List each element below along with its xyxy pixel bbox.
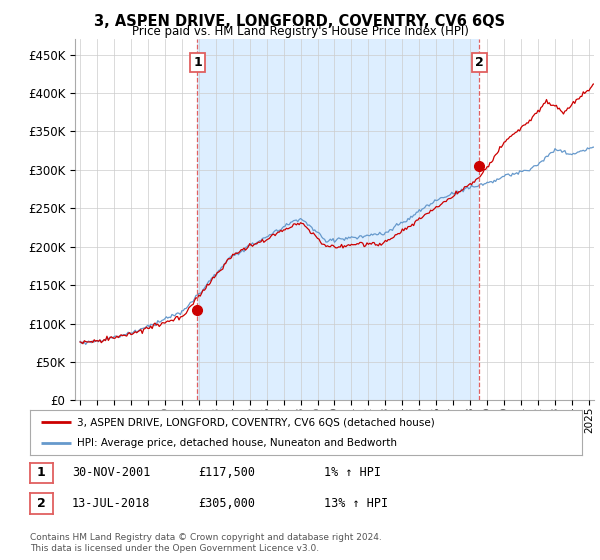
Text: HPI: Average price, detached house, Nuneaton and Bedworth: HPI: Average price, detached house, Nune… <box>77 437 397 447</box>
Text: 1% ↑ HPI: 1% ↑ HPI <box>324 466 381 479</box>
Text: 13% ↑ HPI: 13% ↑ HPI <box>324 497 388 510</box>
Text: 2: 2 <box>37 497 46 510</box>
Text: £305,000: £305,000 <box>198 497 255 510</box>
Text: 2: 2 <box>475 56 484 69</box>
Text: Contains HM Land Registry data © Crown copyright and database right 2024.
This d: Contains HM Land Registry data © Crown c… <box>30 533 382 553</box>
Text: 3, ASPEN DRIVE, LONGFORD, COVENTRY, CV6 6QS (detached house): 3, ASPEN DRIVE, LONGFORD, COVENTRY, CV6 … <box>77 417 434 427</box>
Text: 30-NOV-2001: 30-NOV-2001 <box>72 466 151 479</box>
Text: 1: 1 <box>193 56 202 69</box>
Text: 3, ASPEN DRIVE, LONGFORD, COVENTRY, CV6 6QS: 3, ASPEN DRIVE, LONGFORD, COVENTRY, CV6 … <box>94 14 506 29</box>
Text: £117,500: £117,500 <box>198 466 255 479</box>
Text: Price paid vs. HM Land Registry's House Price Index (HPI): Price paid vs. HM Land Registry's House … <box>131 25 469 38</box>
Text: 13-JUL-2018: 13-JUL-2018 <box>72 497 151 510</box>
Text: 1: 1 <box>37 466 46 479</box>
Bar <box>197 39 479 400</box>
